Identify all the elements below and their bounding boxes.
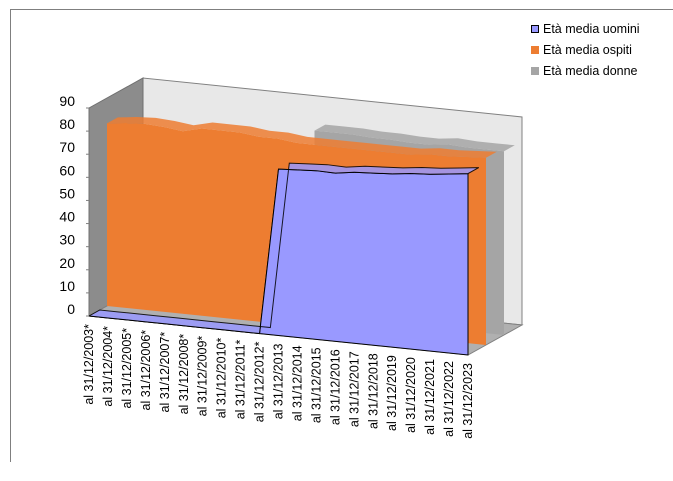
y-tick-label: 60 (59, 162, 75, 178)
y-tick-label: 40 (59, 209, 75, 225)
y-tick-label: 10 (59, 278, 75, 294)
y-tick-label: 0 (67, 301, 75, 317)
legend-item: Età media ospiti (531, 39, 640, 60)
x-tick-label: al 31/12/2010* (215, 338, 229, 419)
x-tick-label: al 31/12/2007* (158, 332, 172, 413)
legend-swatch-uomini (531, 24, 539, 33)
legend-label-uomini: Età media uomini (543, 21, 640, 36)
x-tick-label: al 31/12/2020 (404, 357, 418, 433)
x-tick-label: al 31/12/2017 (347, 351, 361, 427)
x-tick-label: al 31/12/2019 (385, 355, 399, 431)
x-tick-label: al 31/12/2005* (120, 328, 134, 409)
x-tick-label: al 31/12/2023 (461, 363, 475, 439)
area-series-ospiti-top (107, 117, 497, 158)
y-tick-label: 30 (59, 232, 75, 248)
x-tick-label: al 31/12/2009* (196, 336, 210, 417)
x-tick-label: al 31/12/2004* (101, 326, 115, 407)
x-tick-label: al 31/12/2014 (290, 345, 304, 421)
x-tick-label: al 31/12/2008* (177, 334, 191, 415)
x-tick-label: al 31/12/2018 (366, 353, 380, 429)
y-tick-label: 50 (59, 185, 75, 201)
legend-label-donne: Età media donne (543, 63, 638, 78)
x-tick-label: al 31/12/2022 (442, 361, 456, 437)
x-tick-label: al 31/12/2006* (139, 330, 153, 411)
legend: Età media uomini Età media ospiti Età me… (531, 18, 640, 81)
x-tick-label: al 31/12/2015 (309, 347, 323, 423)
x-tick-label: al 31/12/2003* (82, 324, 96, 405)
legend-swatch-ospiti (531, 45, 539, 54)
legend-swatch-donne (531, 66, 539, 75)
y-tick-label: 90 (59, 93, 75, 109)
x-tick-label: al 31/12/2011* (234, 339, 248, 419)
area-series-donne-top (314, 124, 515, 152)
y-tick-label: 70 (59, 139, 75, 155)
legend-label-ospiti: Età media ospiti (543, 42, 632, 57)
legend-item: Età media uomini (531, 18, 640, 39)
x-tick-label: al 31/12/2021 (423, 359, 437, 435)
legend-item: Età media donne (531, 60, 640, 81)
x-tick-label: al 31/12/2016 (328, 349, 342, 425)
y-tick-label: 80 (59, 116, 75, 132)
x-tick-label: al 31/12/2012* (253, 341, 267, 422)
y-tick-label: 20 (59, 255, 75, 271)
x-tick-label: al 31/12/2013 (272, 343, 286, 419)
